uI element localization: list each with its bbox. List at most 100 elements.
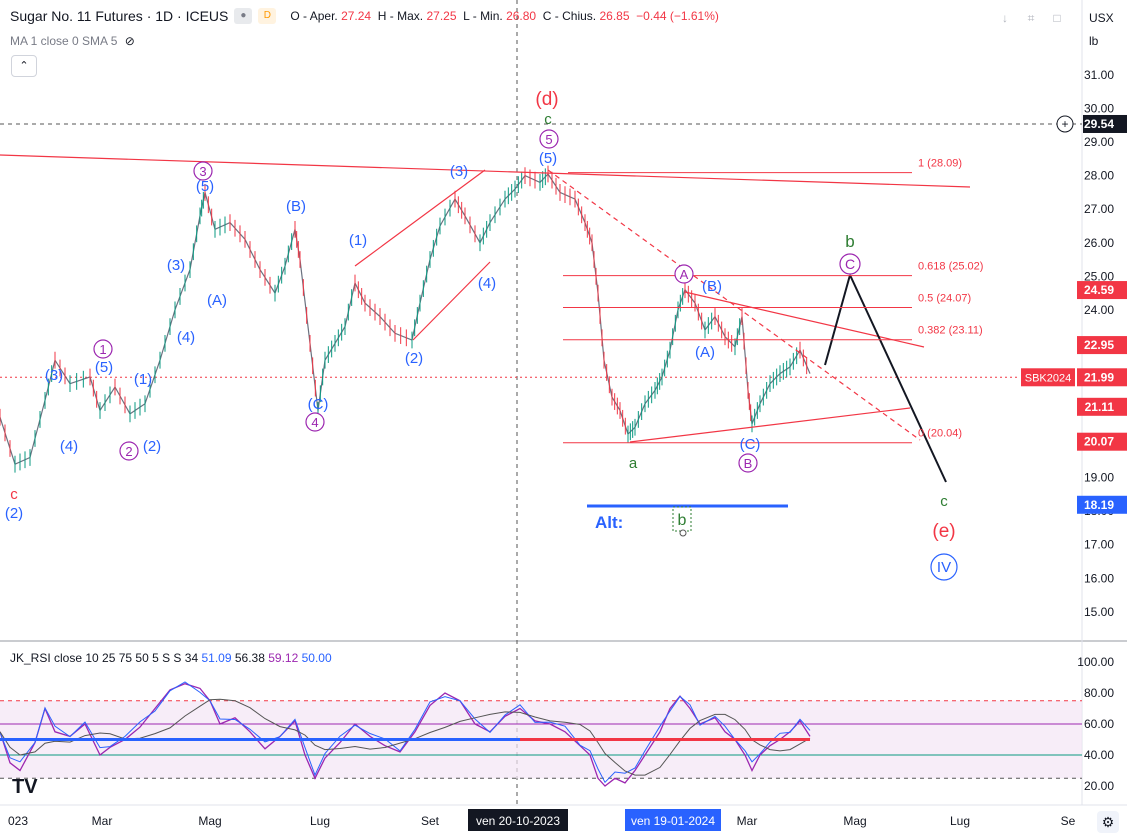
wave-label: a: [629, 455, 638, 472]
wave-label: B: [744, 456, 753, 471]
channel-upper-line: [354, 169, 486, 267]
wave-label: 3: [199, 164, 206, 179]
price-tick-label: 15.00: [1084, 605, 1114, 619]
gear-icon[interactable]: ⚙: [1097, 811, 1119, 833]
price-tag: [1077, 397, 1127, 416]
fib-level-label: 0 (20.04): [918, 428, 962, 440]
wave-label: (C): [308, 396, 329, 413]
collapse-legend-button[interactable]: ⌃: [11, 55, 37, 77]
price-tick-label: 19.00: [1084, 471, 1114, 485]
crosshair-price-label: 29.54: [1084, 117, 1114, 131]
currency-select[interactable]: USX: [1089, 11, 1114, 25]
wave-label: (d): [535, 89, 558, 110]
wave-label: (A): [695, 344, 715, 361]
price-tag-label: 22.95: [1084, 338, 1114, 352]
add-alert-icon: [1056, 115, 1074, 133]
wave-label: (5): [95, 359, 113, 376]
triangle-lower-line: [629, 407, 911, 443]
delayed-badge: D: [258, 8, 277, 24]
crosshair-price-tag: [1083, 114, 1127, 133]
price-series-line: [0, 173, 811, 466]
wave-circle: [738, 453, 758, 473]
price-tag-label: 24.59: [1084, 283, 1114, 297]
alt-b-label: b: [678, 512, 687, 529]
wave-label: IV: [937, 559, 951, 576]
wave-circle: [539, 129, 559, 149]
symbol-tag-label: SBK2024: [1025, 372, 1071, 384]
fib-level-label: 0.5 (24.07): [918, 293, 971, 305]
price-tick-label: 24.00: [1084, 303, 1114, 317]
wave-circle: [193, 161, 213, 181]
wave-label: (5): [196, 178, 214, 195]
wave-label: (5): [539, 150, 557, 167]
time-tick-label: Lug: [310, 814, 330, 828]
chevron-up-icon: ⌃: [19, 60, 29, 72]
price-tag-label: 18.19: [1084, 498, 1114, 512]
price-tick-label: 29.00: [1084, 135, 1114, 149]
price-tick-label: 17.00: [1084, 538, 1114, 552]
wave-label: (4): [478, 275, 496, 292]
wave-label: b: [845, 232, 854, 251]
market-status-badge: ●: [234, 8, 253, 24]
triangle-upper-line: [684, 291, 925, 348]
fib-level-label: 0.382 (23.11): [918, 325, 983, 337]
wave-label: (2): [143, 438, 161, 455]
wave-label: c: [544, 111, 552, 128]
symbol-tag: [1021, 368, 1075, 387]
time-highlight-1: [468, 809, 568, 831]
price-tick-label: 28.00: [1084, 169, 1114, 183]
wave-circle: [930, 553, 958, 581]
price-tick-label: 31.00: [1084, 68, 1114, 82]
wave-label: 4: [311, 415, 318, 430]
price-tag: [1077, 495, 1127, 514]
wave-label: (A): [207, 292, 227, 309]
unit-select[interactable]: lb: [1089, 34, 1099, 48]
time-tick-label: Se: [1061, 814, 1076, 828]
projection-leg-c: [849, 274, 947, 483]
ma-indicator-legend[interactable]: MA 1 close 0 SMA 5 ⊘: [10, 34, 135, 48]
rsi-legend[interactable]: JK_RSI close 10 25 75 50 5 S S 34 51.09 …: [10, 651, 332, 665]
major-resistance-line: [0, 154, 971, 188]
time-highlight-2-label: ven 19-01-2024: [631, 814, 715, 828]
rsi-tick-label: 80.00: [1084, 686, 1114, 700]
price-tag-label: 20.07: [1084, 435, 1114, 449]
time-highlight-2: [625, 809, 721, 831]
time-tick-label: Mar: [737, 814, 758, 828]
symbol-title[interactable]: Sugar No. 11 Futures · 1D · ICEUS: [10, 8, 229, 24]
wave-label: (3): [167, 257, 185, 274]
download-icon[interactable]: ↓: [1002, 11, 1008, 25]
fullscreen-icon[interactable]: □: [1053, 11, 1061, 25]
wave-label: (e): [932, 521, 955, 542]
wave-label: (C): [740, 436, 761, 453]
price-tag: [1077, 336, 1127, 355]
wave-label: C: [845, 256, 855, 272]
alt-label: Alt:: [595, 513, 623, 532]
tag-icon[interactable]: ⌗: [1027, 11, 1035, 25]
price-tick-label: 30.00: [1084, 102, 1114, 116]
rsi-tick-label: 100.00: [1077, 655, 1114, 669]
rsi-tick-label: 40.00: [1084, 748, 1114, 762]
fib-level-label: 0.618 (25.02): [918, 261, 983, 273]
wave-circle: [305, 412, 325, 432]
channel-lower-line: [412, 261, 491, 341]
price-tag: [1077, 281, 1127, 300]
wave-label: (4): [177, 329, 195, 346]
plus-icon: +: [1061, 117, 1068, 131]
wave-label: (2): [5, 505, 23, 522]
price-tag: [1077, 368, 1127, 387]
projection-leg-b: [824, 274, 851, 366]
wave-label: (2): [405, 350, 423, 367]
wave-label: (3): [450, 163, 468, 180]
tradingview-logo: TV: [12, 776, 38, 798]
ohlc-readout: O - Aper. 27.24 H - Max. 27.25 L - Min. …: [290, 9, 719, 23]
wave-circle: [674, 264, 694, 284]
rsi-signal-line: [0, 681, 811, 784]
wave-label: c: [10, 486, 18, 503]
anchor-handle: [679, 529, 687, 537]
chart-header: Sugar No. 11 Futures · 1D · ICEUS ● D O …: [10, 8, 719, 24]
wave-circle: [839, 253, 861, 275]
eye-off-icon[interactable]: ⊘: [124, 34, 135, 48]
wave-label: A: [680, 267, 689, 282]
wave-label: (1): [349, 232, 367, 249]
